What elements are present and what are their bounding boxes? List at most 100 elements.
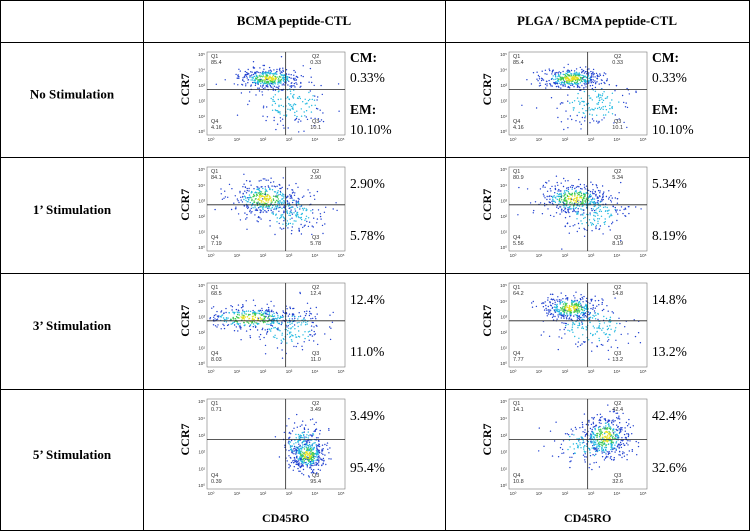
event-dot — [569, 76, 571, 78]
event-dot — [529, 202, 532, 204]
event-dot — [569, 330, 571, 332]
event-dot — [258, 188, 260, 190]
event-dot — [591, 209, 593, 212]
event-dot — [265, 311, 267, 313]
event-dot — [266, 84, 269, 86]
event-dot — [261, 318, 263, 320]
event-dot — [271, 104, 274, 106]
event-dot — [590, 298, 592, 301]
y-tick-label: 10² — [198, 98, 205, 103]
event-dot — [631, 449, 633, 451]
event-dot — [611, 197, 613, 199]
event-dot — [252, 73, 255, 76]
event-dot — [582, 334, 584, 336]
event-dot — [594, 442, 597, 444]
event-dot — [612, 430, 614, 432]
event-dot — [605, 210, 607, 212]
event-dot — [616, 417, 618, 419]
event-dot — [282, 193, 284, 196]
event-dot — [629, 426, 632, 429]
event-dot — [576, 97, 579, 99]
event-dot — [598, 449, 601, 452]
event-dot — [584, 115, 587, 117]
x-tick-label: 10⁰ — [208, 253, 215, 258]
event-dot — [562, 73, 564, 76]
event-dot — [580, 308, 583, 310]
event-dot — [578, 305, 580, 308]
y-tick-label: 10⁰ — [198, 483, 205, 488]
event-dot — [592, 454, 594, 456]
event-dot — [310, 210, 312, 212]
x-tick-label: 10³ — [588, 137, 595, 142]
event-dot — [573, 192, 576, 194]
event-dot — [317, 468, 319, 471]
event-dot — [256, 329, 259, 331]
event-dot — [268, 323, 270, 326]
event-dot — [599, 192, 601, 194]
event-dot — [302, 101, 304, 103]
event-dot — [575, 82, 577, 84]
event-dot — [621, 437, 623, 439]
event-dot — [295, 220, 297, 222]
event-dot — [619, 429, 622, 431]
plot-frame — [206, 51, 346, 136]
event-dot — [275, 317, 277, 320]
event-dot — [298, 131, 300, 133]
event-dot — [561, 315, 563, 317]
event-dot — [572, 210, 574, 213]
x-tick-label: 10³ — [588, 369, 595, 374]
event-dot — [586, 192, 588, 194]
event-dot — [254, 78, 256, 81]
event-dot — [312, 95, 314, 97]
event-dot — [251, 321, 254, 324]
event-dot — [566, 70, 568, 72]
event-dot — [596, 305, 598, 307]
event-dot — [552, 75, 554, 77]
event-dot — [222, 317, 225, 319]
event-dot — [571, 77, 574, 79]
event-dot — [279, 330, 281, 332]
event-dot — [588, 72, 590, 74]
event-dot — [557, 207, 560, 210]
event-dot — [574, 297, 576, 299]
event-dot — [292, 326, 294, 328]
event-dot — [564, 80, 566, 83]
event-dot — [270, 327, 273, 330]
event-dot — [274, 191, 277, 193]
event-dot — [590, 224, 593, 226]
event-dot — [556, 206, 558, 208]
event-dot — [589, 316, 592, 318]
event-dot — [597, 202, 600, 204]
event-dot — [257, 83, 259, 86]
event-dot — [547, 208, 549, 210]
event-dot — [267, 206, 269, 208]
event-dot — [591, 431, 594, 434]
event-dot — [295, 205, 298, 207]
event-dot — [566, 302, 568, 305]
y-tick-label: 10² — [198, 214, 205, 219]
event-dot — [290, 445, 292, 447]
event-dot — [599, 323, 601, 325]
event-dot — [239, 323, 241, 325]
event-dot — [310, 454, 312, 456]
event-dot — [286, 333, 289, 336]
event-dot — [547, 305, 549, 308]
event-dot — [250, 71, 252, 73]
event-dot — [594, 425, 596, 428]
event-dot — [566, 81, 568, 84]
event-dot — [294, 103, 297, 106]
quadrant-name: Q1 — [211, 285, 218, 291]
event-dot — [277, 86, 279, 89]
event-dot — [593, 211, 595, 214]
event-dot — [307, 189, 309, 191]
event-dot — [576, 81, 579, 83]
event-dot — [279, 117, 282, 119]
event-dot — [579, 66, 581, 69]
event-dot — [247, 310, 250, 312]
event-dot — [607, 456, 609, 458]
event-dot — [280, 342, 282, 344]
event-dot — [626, 454, 628, 456]
event-dot — [595, 453, 597, 455]
event-dot — [567, 188, 570, 190]
event-dot — [551, 202, 554, 204]
